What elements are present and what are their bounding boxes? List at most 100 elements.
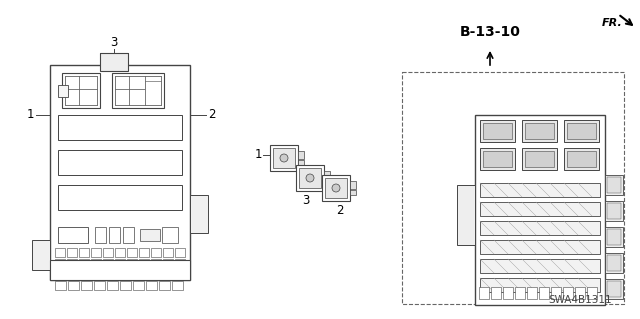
Bar — [68, 281, 79, 290]
Bar — [55, 281, 66, 290]
Bar — [575, 287, 585, 299]
Bar — [67, 270, 77, 279]
Bar — [605, 253, 623, 273]
Bar — [163, 259, 173, 268]
Bar — [32, 240, 50, 270]
Bar — [480, 120, 515, 142]
Bar — [129, 76, 145, 89]
Bar — [273, 148, 295, 168]
Bar — [115, 248, 125, 257]
Bar — [103, 248, 113, 257]
Bar — [298, 160, 304, 165]
Bar — [480, 148, 515, 170]
Bar — [172, 281, 183, 290]
Bar — [480, 259, 600, 273]
Bar — [480, 278, 600, 292]
Text: 2: 2 — [336, 204, 344, 217]
Text: 1: 1 — [254, 149, 262, 161]
Bar — [483, 151, 512, 167]
Text: SWA4B1311: SWA4B1311 — [548, 295, 612, 305]
Bar — [587, 287, 597, 299]
Bar — [115, 259, 125, 268]
Text: 1: 1 — [26, 108, 34, 122]
Bar — [91, 259, 101, 268]
Bar — [480, 240, 600, 254]
Bar — [483, 123, 512, 139]
Bar — [539, 287, 549, 299]
Bar — [79, 89, 97, 105]
Ellipse shape — [332, 184, 340, 192]
Bar — [480, 202, 600, 216]
Bar — [65, 76, 79, 89]
Bar — [139, 259, 149, 268]
Bar — [91, 248, 101, 257]
Bar — [522, 148, 557, 170]
Bar — [151, 270, 161, 279]
Bar — [58, 85, 68, 97]
Bar — [605, 175, 623, 195]
Bar — [58, 185, 182, 210]
Bar — [350, 190, 356, 195]
Bar — [65, 76, 97, 105]
Bar — [127, 259, 137, 268]
Bar — [270, 145, 298, 171]
Bar — [115, 76, 161, 105]
Bar — [522, 120, 557, 142]
Text: B-13-10: B-13-10 — [460, 25, 520, 39]
Bar — [515, 287, 525, 299]
Bar — [146, 281, 157, 290]
Text: 3: 3 — [302, 194, 310, 206]
Bar — [322, 175, 350, 201]
Bar — [127, 270, 137, 279]
Bar — [62, 73, 100, 108]
Bar — [607, 281, 621, 297]
Bar — [324, 171, 330, 179]
Bar — [67, 259, 77, 268]
Bar — [298, 151, 304, 159]
Bar — [475, 115, 605, 305]
Bar — [525, 123, 554, 139]
Bar — [503, 287, 513, 299]
Bar — [567, 151, 596, 167]
Bar — [163, 270, 173, 279]
Ellipse shape — [280, 154, 288, 162]
Bar — [65, 89, 79, 105]
Bar — [605, 201, 623, 221]
Text: 2: 2 — [208, 108, 216, 122]
Bar — [123, 227, 134, 243]
Bar — [607, 203, 621, 219]
Bar — [480, 183, 600, 197]
Bar — [107, 281, 118, 290]
Bar — [479, 287, 489, 299]
Bar — [564, 120, 599, 142]
Bar — [175, 259, 185, 268]
Bar — [551, 287, 561, 299]
Bar — [50, 65, 190, 280]
Bar — [79, 259, 89, 268]
Bar — [607, 229, 621, 245]
Bar — [145, 76, 161, 89]
Bar — [325, 178, 347, 198]
Bar — [120, 281, 131, 290]
Bar — [491, 287, 501, 299]
Bar — [350, 181, 356, 189]
Bar — [159, 281, 170, 290]
Bar — [299, 168, 321, 188]
Bar — [109, 227, 120, 243]
Bar — [55, 270, 65, 279]
Bar — [480, 221, 600, 235]
Bar — [567, 123, 596, 139]
Bar — [151, 248, 161, 257]
Bar — [115, 76, 129, 89]
Bar — [605, 279, 623, 299]
Bar — [175, 270, 185, 279]
Bar — [162, 227, 178, 243]
Bar — [129, 89, 145, 105]
Bar — [58, 115, 182, 140]
Bar — [605, 227, 623, 247]
Bar — [112, 73, 164, 108]
Bar — [139, 270, 149, 279]
Bar — [58, 150, 182, 175]
Bar — [115, 89, 129, 105]
Text: FR.: FR. — [602, 18, 623, 28]
